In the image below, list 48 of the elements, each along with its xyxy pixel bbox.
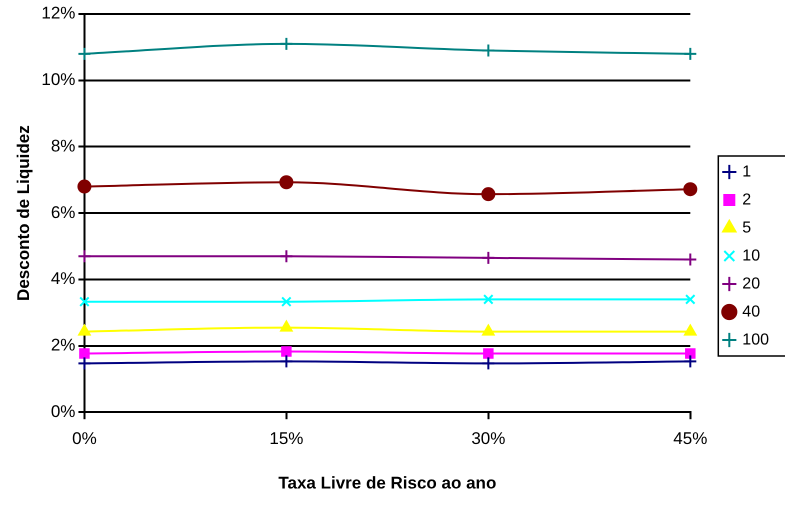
point xyxy=(483,294,494,305)
point xyxy=(683,182,698,196)
point xyxy=(684,324,696,336)
point xyxy=(683,354,698,368)
y-tick-label: 6% xyxy=(50,202,76,222)
y-tick-label: 8% xyxy=(50,136,76,156)
point xyxy=(483,348,494,359)
point xyxy=(279,249,294,264)
point xyxy=(685,348,696,359)
point xyxy=(281,296,292,307)
y-tick-label: 10% xyxy=(41,70,76,90)
point xyxy=(279,175,294,190)
point xyxy=(279,36,294,51)
point xyxy=(279,354,294,368)
point xyxy=(78,324,91,336)
y-axis-title: Desconto de Liquidez xyxy=(14,125,33,301)
point xyxy=(77,356,92,370)
point xyxy=(482,324,495,336)
y-tick-label: 0% xyxy=(50,402,76,421)
point xyxy=(280,320,293,332)
legend-label: 5 xyxy=(742,219,752,236)
x-tick-label: 0% xyxy=(72,429,97,448)
point xyxy=(481,356,496,370)
point xyxy=(79,348,90,359)
point xyxy=(281,346,292,357)
legend-label: 40 xyxy=(742,303,760,320)
x-tick-label: 45% xyxy=(673,429,708,448)
y-tick-label: 4% xyxy=(50,269,76,288)
point xyxy=(683,46,698,61)
y-tick-label: 2% xyxy=(50,336,76,355)
point xyxy=(683,252,698,267)
legend-label: 20 xyxy=(742,275,760,292)
legend-label: 100 xyxy=(742,331,770,348)
x-axis-title: Taxa Livre de Risco ao ano xyxy=(278,473,496,492)
point xyxy=(77,249,92,264)
point xyxy=(77,180,92,194)
legend-label: 10 xyxy=(742,247,760,264)
point xyxy=(481,250,496,265)
x-tick-label: 30% xyxy=(471,429,506,448)
point xyxy=(481,44,496,58)
x-tick-label: 15% xyxy=(269,429,304,448)
point xyxy=(77,46,92,61)
legend-label: 1 xyxy=(742,163,752,180)
point xyxy=(685,294,696,305)
point xyxy=(79,296,90,307)
point xyxy=(481,187,496,202)
legend-label: 2 xyxy=(742,191,752,208)
y-tick-label: 12% xyxy=(41,4,76,23)
